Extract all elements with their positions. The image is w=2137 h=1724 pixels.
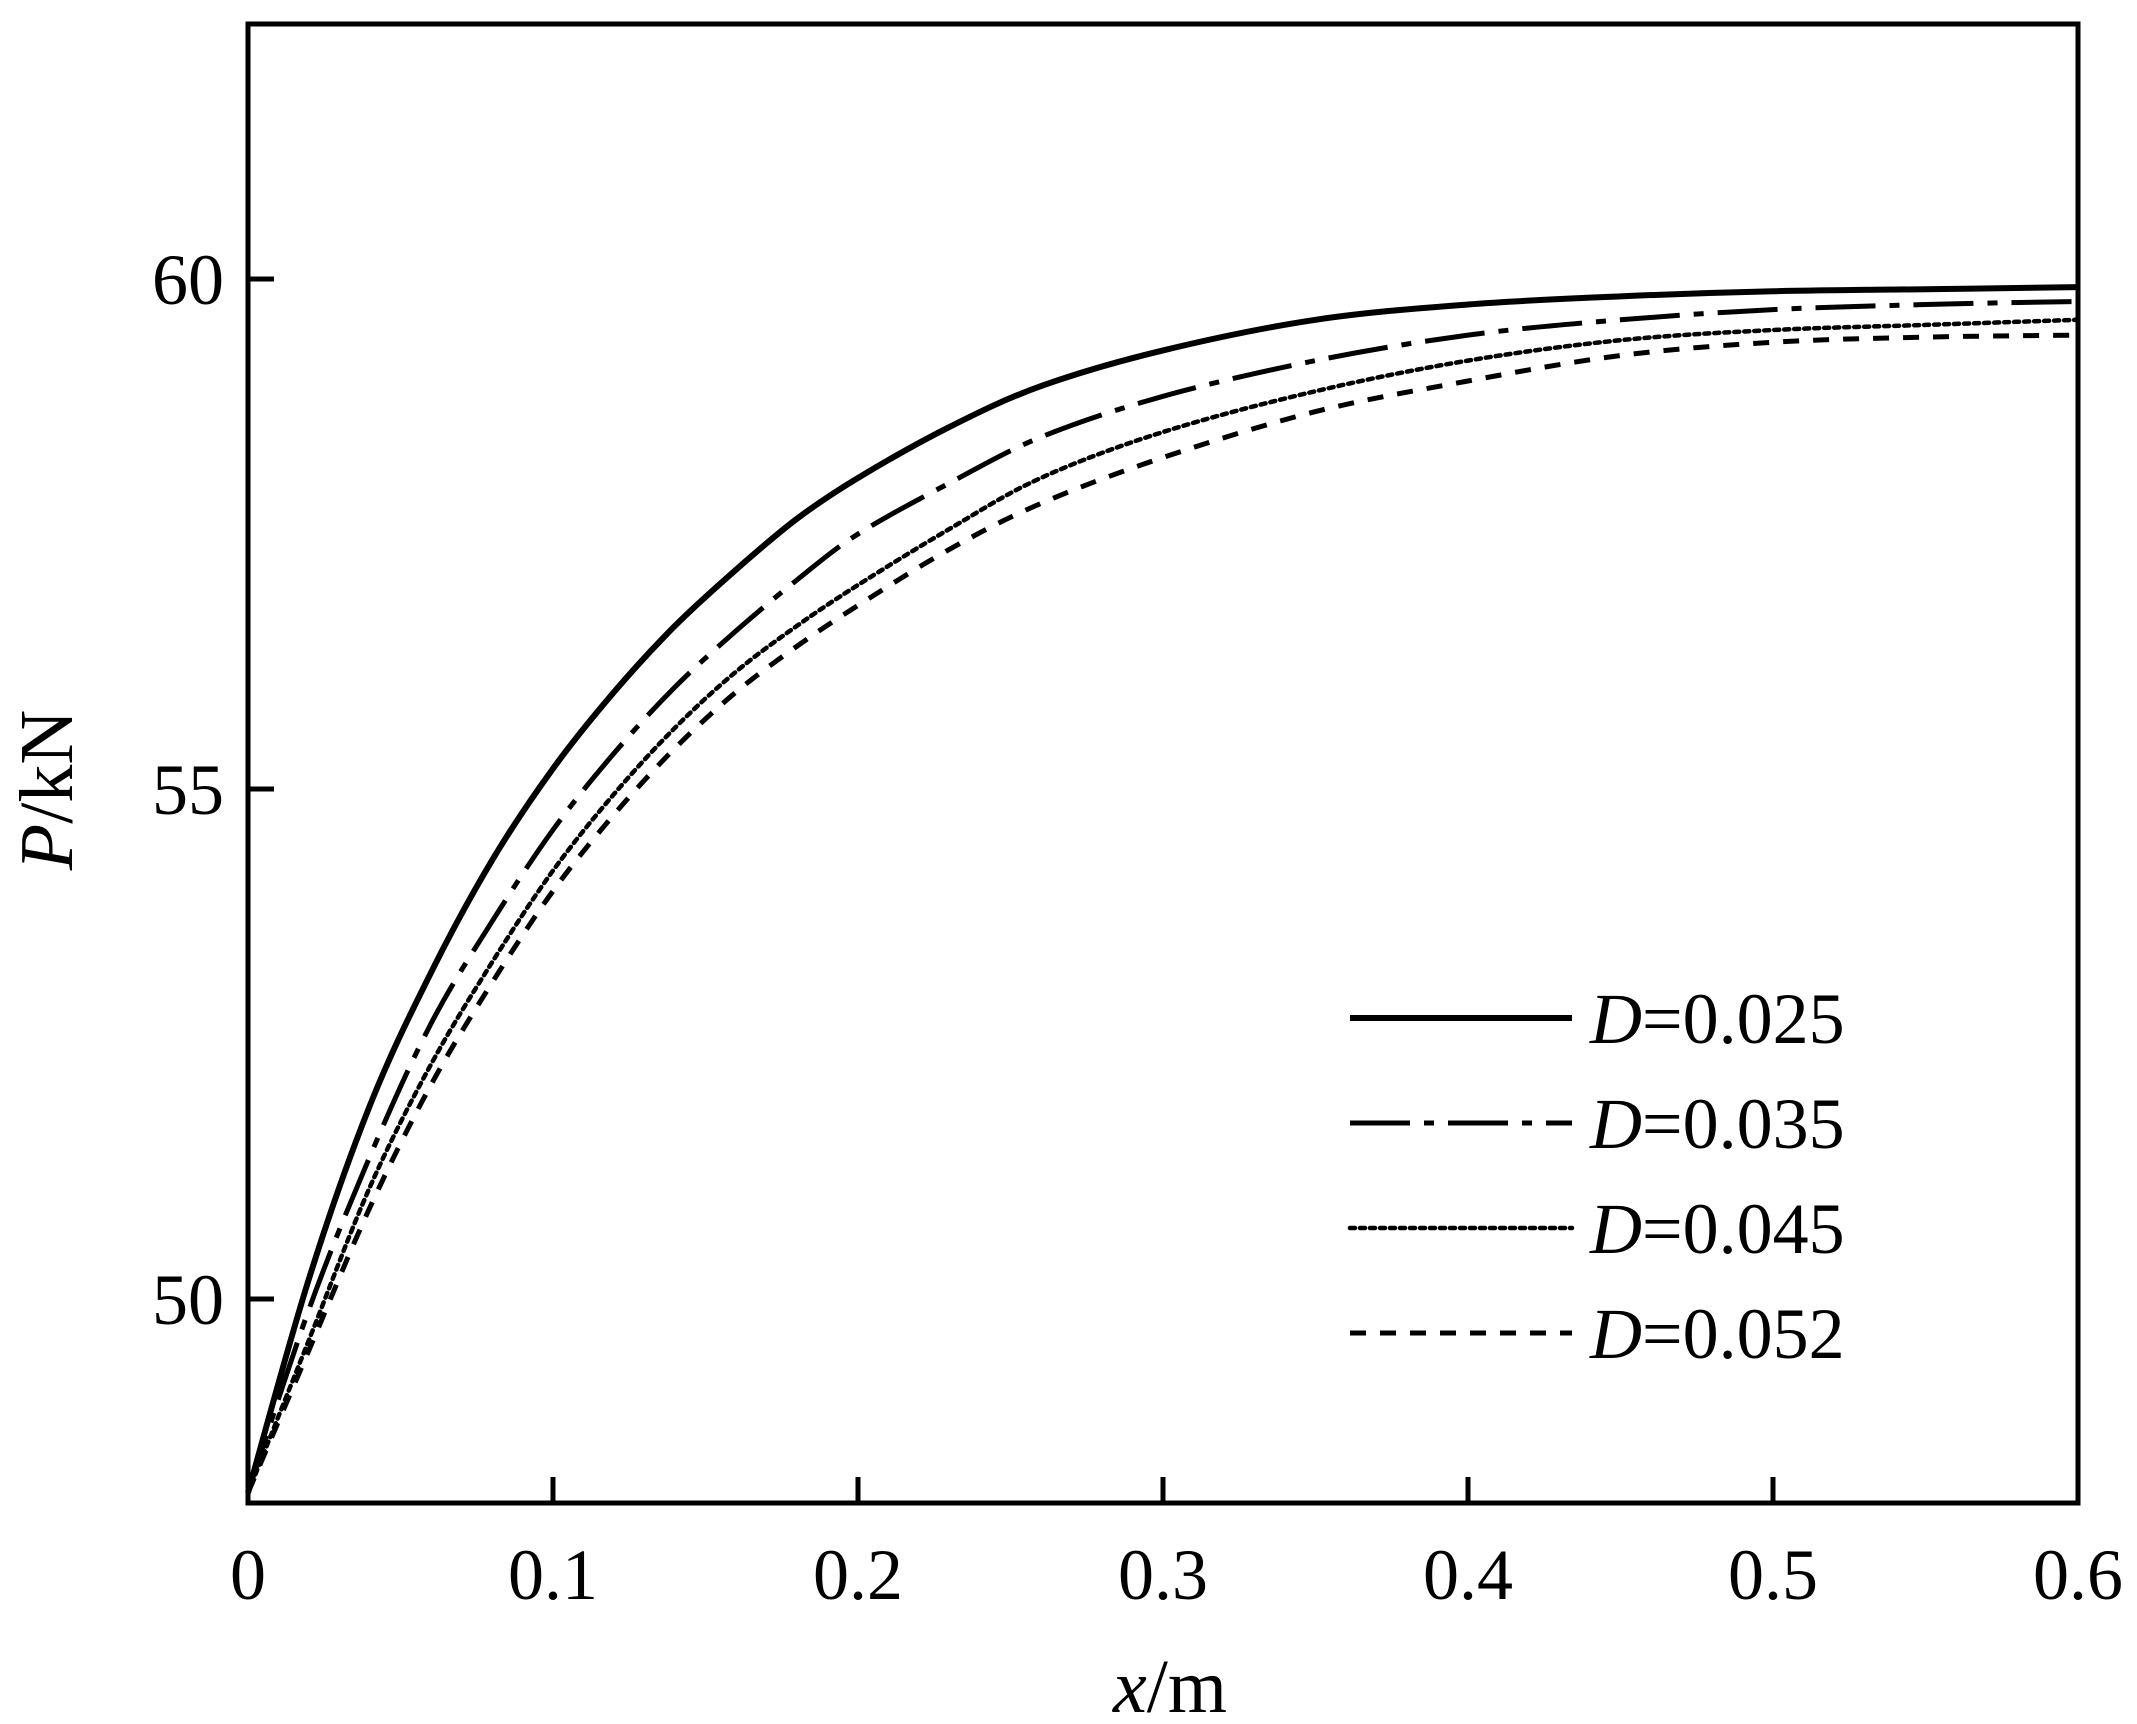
x-axis-unit: /m: [1147, 1645, 1227, 1724]
x-tick-label: 0.2: [813, 1535, 903, 1615]
legend-value: 0.025: [1683, 979, 1845, 1059]
legend-label-3: D=0.045: [1589, 1189, 1845, 1269]
x-tick-label: 0.6: [2033, 1535, 2123, 1615]
y-axis-unit: /kN: [5, 710, 89, 824]
legend-variable: D: [1589, 1084, 1642, 1164]
legend-value: 0.052: [1683, 1294, 1845, 1374]
series-line-3: [245, 317, 2081, 1496]
legend-variable: D: [1589, 979, 1642, 1059]
y-tick-label: 50: [152, 1260, 224, 1340]
plot-frame: [245, 21, 2081, 1506]
legend-value: 0.045: [1683, 1189, 1845, 1269]
legend-equals: =: [1642, 1294, 1683, 1374]
x-tick-label: 0: [230, 1535, 266, 1615]
x-tick-label: 0.3: [1118, 1535, 1208, 1615]
y-tick-label: 55: [152, 750, 224, 830]
legend-variable: D: [1589, 1189, 1642, 1269]
ticks-layer: 0 0.1 0.2 0.3 0.4 0.5 0.6 50 55 60: [152, 240, 2123, 1615]
series-line-1: [245, 284, 2079, 1494]
y-axis-variable: P: [5, 824, 89, 871]
legend-value: 0.035: [1683, 1084, 1845, 1164]
legend-variable: D: [1589, 1294, 1642, 1374]
legend-equals: =: [1642, 1189, 1683, 1269]
legend-label-2: D=0.035: [1589, 1084, 1845, 1164]
x-axis-title: x/m: [1112, 1645, 1227, 1724]
x-axis-variable: x: [1112, 1645, 1147, 1724]
y-tick-label: 60: [152, 240, 224, 320]
legend-equals: =: [1642, 1084, 1683, 1164]
legend-label-1: D=0.025: [1589, 979, 1845, 1059]
y-axis-title: P/kN: [5, 710, 89, 871]
series-line-2: [245, 298, 2079, 1494]
x-tick-label: 0.1: [508, 1535, 598, 1615]
legend-label-4: D=0.052: [1589, 1294, 1845, 1374]
legend-equals: =: [1642, 979, 1683, 1059]
series-layer: [245, 284, 2081, 1496]
x-tick-label: 0.4: [1423, 1535, 1513, 1615]
plot-border: [245, 21, 2081, 1506]
x-tick-label: 0.5: [1728, 1535, 1818, 1615]
